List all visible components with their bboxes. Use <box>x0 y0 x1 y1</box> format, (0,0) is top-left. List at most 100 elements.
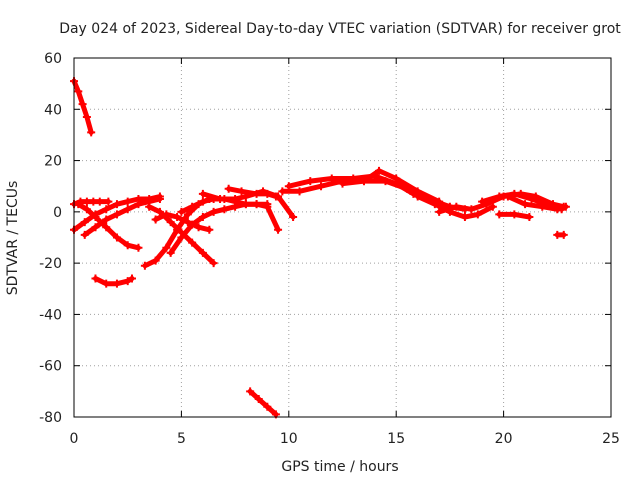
data-point <box>112 210 121 219</box>
data-point <box>194 223 203 232</box>
data-point <box>140 261 149 270</box>
data-point <box>359 177 368 186</box>
plot-frame <box>73 57 612 418</box>
data-arc-arc-9 <box>151 210 214 234</box>
data-point <box>430 200 439 209</box>
data-point <box>177 233 186 242</box>
data-point <box>538 202 547 211</box>
data-arc-arc-21 <box>495 210 534 221</box>
data-point <box>495 192 504 201</box>
data-arc-arc-17 <box>338 166 444 206</box>
data-point <box>91 223 100 232</box>
data-point <box>123 277 132 286</box>
data-point <box>478 197 487 206</box>
chart-title: Day 024 of 2023, Sidereal Day-to-day VTE… <box>59 21 621 37</box>
data-point <box>183 218 192 227</box>
data-point <box>284 182 293 191</box>
y-axis-label: SDTVAR / TECUs <box>5 181 21 296</box>
x-tick-label: 10 <box>280 431 298 447</box>
data-point <box>467 205 476 214</box>
data-point <box>155 207 164 216</box>
data-point <box>327 174 336 183</box>
y-tick-label: 20 <box>44 154 62 170</box>
data-point <box>151 256 160 265</box>
data-point <box>503 192 512 201</box>
y-tick-label: -20 <box>39 256 62 272</box>
data-arc-arc-23 <box>553 230 568 239</box>
data-point <box>112 200 121 209</box>
y-tick-label: -60 <box>39 359 62 375</box>
data-point <box>151 215 160 224</box>
x-tick-label: 25 <box>602 431 620 447</box>
data-point <box>183 210 192 219</box>
data-point <box>162 243 171 252</box>
y-tick-label: -40 <box>39 307 62 323</box>
data-point <box>237 187 246 196</box>
data-point <box>278 187 287 196</box>
data-point <box>306 177 315 186</box>
data-point <box>274 225 283 234</box>
data-point <box>246 387 255 396</box>
data-point <box>91 274 100 283</box>
x-axis-label: GPS time / hours <box>281 459 398 475</box>
data-point <box>473 210 482 219</box>
data-point <box>205 225 214 234</box>
data-point <box>188 202 197 211</box>
data-point <box>413 192 422 201</box>
data-point <box>198 212 207 221</box>
y-tick-label: 40 <box>44 102 62 118</box>
data-arc-arc-14 <box>246 387 280 419</box>
data-point <box>134 200 143 209</box>
data-arc-arc-18 <box>413 192 497 221</box>
data-point <box>112 233 121 242</box>
data-arc-arc-13 <box>224 184 280 201</box>
data-point <box>510 210 519 219</box>
data-point <box>95 197 104 206</box>
data-point <box>216 195 225 204</box>
data-point <box>231 195 240 204</box>
data-point <box>134 243 143 252</box>
data-arc-band <box>247 388 279 417</box>
data-point <box>87 128 96 137</box>
data-point <box>102 215 111 224</box>
data-arc-arc-20 <box>478 189 566 214</box>
data-point <box>510 189 519 198</box>
x-tick-label: 5 <box>177 431 186 447</box>
data-point <box>123 241 132 250</box>
data-arc-arc-1 <box>70 77 96 137</box>
data-point <box>82 205 91 214</box>
data-point <box>220 205 229 214</box>
data-point <box>252 200 261 209</box>
y-tick-label: -80 <box>39 410 62 426</box>
data-point <box>209 259 218 268</box>
data-arc-arc-22 <box>503 192 570 214</box>
data-point <box>78 100 87 109</box>
x-tick-label: 15 <box>387 431 405 447</box>
data-point <box>525 212 534 221</box>
data-point <box>162 210 171 219</box>
data-point <box>561 202 570 211</box>
data-point <box>198 197 207 206</box>
data-point <box>188 220 197 229</box>
y-tick-label: 0 <box>53 205 62 221</box>
data-point <box>102 279 111 288</box>
data-point <box>452 202 461 211</box>
data-point <box>295 187 304 196</box>
data-point <box>317 182 326 191</box>
data-point <box>127 274 136 283</box>
data-point <box>173 212 182 221</box>
data-point <box>188 238 197 247</box>
data-point <box>155 195 164 204</box>
data-point <box>263 189 272 198</box>
data-point <box>559 230 568 239</box>
data-point <box>527 195 536 204</box>
data-point <box>91 212 100 221</box>
data-point <box>74 200 83 209</box>
data-point <box>252 189 261 198</box>
data-point <box>166 218 175 227</box>
data-point <box>435 207 444 216</box>
data-point <box>375 166 384 175</box>
data-point <box>102 205 111 214</box>
data-arc-arc-6 <box>91 274 136 288</box>
